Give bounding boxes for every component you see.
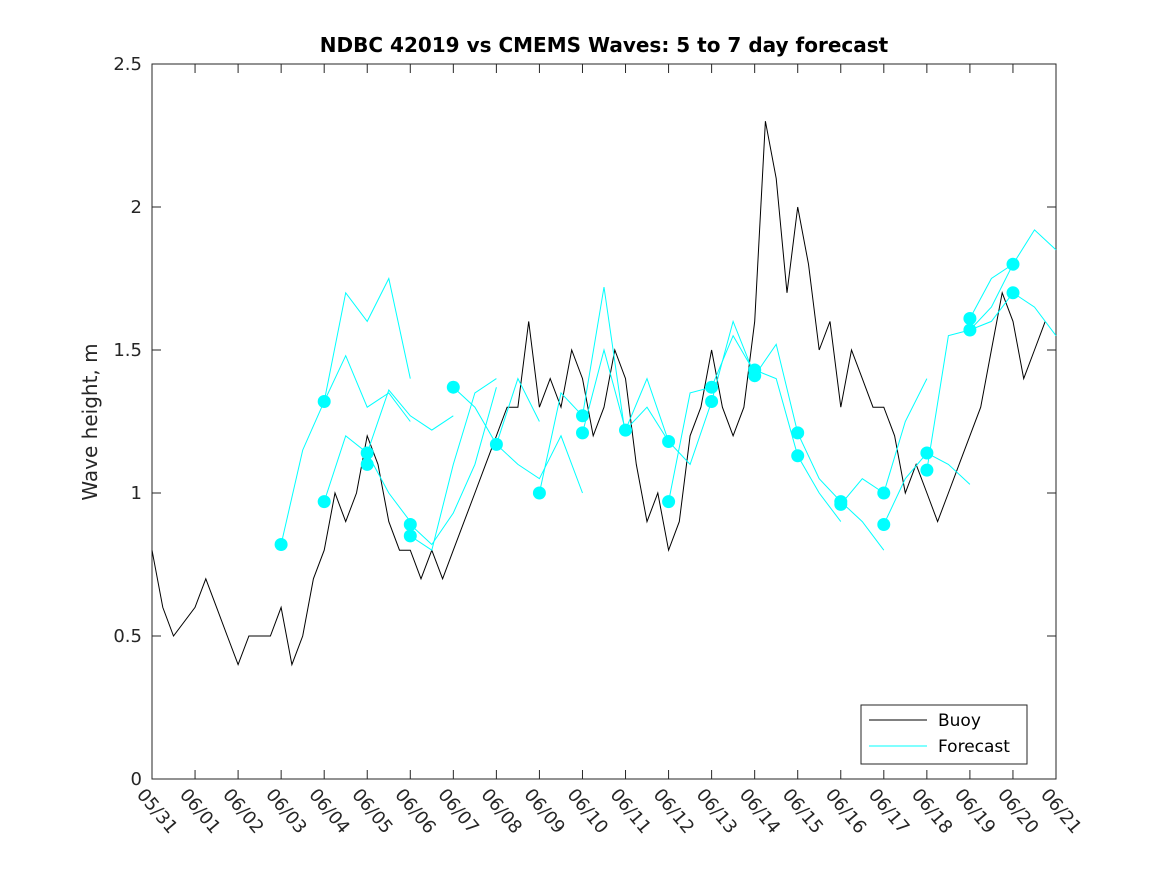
forecast-marker <box>489 437 503 451</box>
forecast-marker <box>877 486 891 500</box>
buoy-series <box>151 121 1046 667</box>
plot-frame <box>151 63 1057 780</box>
forecast-marker <box>834 497 848 511</box>
forecast-line <box>409 387 497 546</box>
forecast-marker <box>920 446 934 460</box>
x-tick-label: 06/01 <box>175 785 224 838</box>
x-tick-label: 06/18 <box>907 785 956 838</box>
y-tick-label: 1.5 <box>113 340 142 361</box>
forecast-marker <box>748 369 762 383</box>
x-tick-label: 06/11 <box>606 785 655 838</box>
forecast-line <box>410 378 497 552</box>
y-tick-label: 0 <box>131 769 142 790</box>
forecast-marker <box>403 518 417 531</box>
forecast-markers <box>274 257 1020 551</box>
x-tick-label: 06/12 <box>649 785 698 838</box>
y-axis-label: Wave height, m <box>78 343 102 500</box>
forecast-marker <box>1006 286 1020 300</box>
forecast-marker <box>317 395 331 408</box>
x-tick-label: 05/31 <box>132 785 181 838</box>
forecast-marker <box>1006 257 1020 271</box>
y-tick-label: 2 <box>131 197 142 218</box>
x-tick-label: 06/16 <box>821 785 870 838</box>
forecast-marker <box>360 446 374 460</box>
forecast-marker <box>360 457 374 471</box>
forecast-marker <box>920 463 934 477</box>
legend: Buoy Forecast <box>860 704 1028 765</box>
forecast-marker <box>576 426 589 440</box>
legend-box <box>860 704 1028 765</box>
forecast-marker <box>791 449 805 463</box>
x-tick-label: 06/10 <box>563 785 612 838</box>
forecast-marker <box>877 518 891 531</box>
forecast-marker <box>705 395 719 408</box>
forecast-line <box>280 277 411 545</box>
x-tick-label: 06/19 <box>950 785 999 838</box>
legend-label-forecast: Forecast <box>938 737 1010 757</box>
forecast-marker <box>274 538 288 551</box>
x-tick-label: 06/05 <box>347 785 396 838</box>
forecast-line <box>366 388 454 454</box>
x-tick-label: 06/15 <box>778 785 827 838</box>
x-tick-label: 06/17 <box>864 785 913 838</box>
x-tick-label: 06/08 <box>477 785 526 838</box>
forecast-marker <box>662 435 676 448</box>
x-tick-label: 06/09 <box>520 785 569 838</box>
forecast-marker <box>963 312 977 325</box>
forecast-marker <box>705 380 719 394</box>
legend-label-buoy: Buoy <box>938 711 981 731</box>
forecast-marker <box>791 426 805 440</box>
forecast-marker <box>662 495 676 509</box>
y-tick-label: 1 <box>131 483 142 504</box>
x-tick-label: 06/07 <box>433 785 482 838</box>
x-tick-label: 06/03 <box>261 785 310 838</box>
x-tick-label: 06/21 <box>1036 785 1085 838</box>
forecast-marker <box>317 495 331 509</box>
forecast-line <box>323 354 411 422</box>
chart-title: NDBC 42019 vs CMEMS Waves: 5 to 7 day fo… <box>320 33 889 57</box>
x-tick-label: 06/20 <box>993 785 1042 838</box>
plot-area <box>151 63 1057 780</box>
forecast-marker <box>963 323 977 337</box>
x-tick-label: 06/06 <box>390 785 439 838</box>
buoy-line <box>151 121 1046 667</box>
y-tick-label: 0.5 <box>113 626 142 647</box>
forecast-marker <box>446 380 460 394</box>
forecast-marker <box>532 486 546 500</box>
forecast-marker <box>576 409 589 423</box>
x-tick-label: 06/14 <box>735 785 784 838</box>
x-tick-label: 06/13 <box>692 785 741 838</box>
forecast-line <box>496 434 583 494</box>
x-tick-label: 06/02 <box>218 785 267 838</box>
x-tick-label: 06/04 <box>304 785 353 838</box>
forecast-marker <box>619 423 632 437</box>
forecast-marker <box>403 529 417 543</box>
y-tick-label: 2.5 <box>113 54 142 75</box>
y-axis: 0 0.5 1 1.5 2 2.5 <box>113 54 1056 790</box>
